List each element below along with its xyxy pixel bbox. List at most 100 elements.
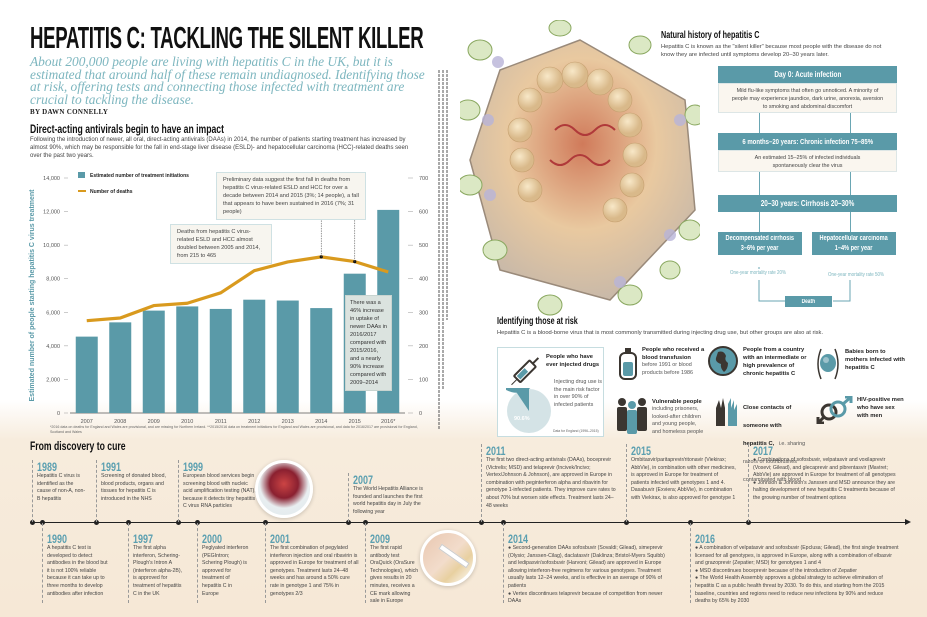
timeline-text: The first combination of pegylated inter…: [270, 545, 359, 597]
blood-bag-icon: [619, 348, 637, 380]
bar-2007: [75, 336, 98, 413]
risk-group-country: People from a country with an intermedia…: [743, 347, 807, 377]
timeline-event-2015: 2015 Ombitasvir/paritaprevir/ritonavir (V…: [626, 444, 736, 522]
annotation-deaths-doubled: Deaths from hepatitis C virus-related ES…: [170, 224, 272, 264]
timeline-dot: [176, 520, 181, 525]
male-symbols-icon: [816, 396, 853, 424]
timeline-year: 2015: [631, 444, 652, 458]
y-axis-title: Estimated number of people starting hepa…: [29, 189, 36, 402]
timeline-dot: [363, 520, 368, 525]
timeline-text: ● The World Health Assembly approves a g…: [695, 575, 885, 605]
risk-group-transfusion: People who received a blood transfusion b…: [642, 347, 705, 376]
timeline-text: Ombitasvir/paritaprevir/ritonavir (Vieki…: [631, 457, 736, 501]
stage-cirrhosis: 20–30 years: Cirrhosis 20–30%: [718, 195, 897, 212]
timeline-text: ● A combination of velpatasvir and sofos…: [695, 545, 899, 567]
timeline-dot: [688, 520, 693, 525]
hcc-mortality: One-year mortality rate 50%: [828, 272, 884, 278]
people-group-icon: [617, 398, 647, 434]
stage-acute-infection: Day 0: Acute infection: [718, 66, 897, 83]
x-tick-label: 2014: [315, 419, 327, 425]
y-tick-label: 8,000: [46, 277, 60, 283]
x-tick-label: 2009: [148, 419, 160, 425]
standfirst: About 200,000 people are living with hep…: [30, 54, 425, 107]
x-tick-label: 2007: [81, 419, 93, 425]
hands-icon: [716, 398, 737, 426]
bar-2011: [209, 308, 232, 413]
globe-icon: [708, 346, 738, 376]
y-tick-label: 12,000: [43, 210, 60, 216]
timeline-year: 1997: [133, 532, 154, 546]
risk-heading: Identifying those at risk: [497, 316, 578, 327]
timeline-year: 2009: [370, 532, 391, 546]
risk-group-vulnerable: Vulnerable people including prisoners, lo…: [652, 399, 704, 435]
annotation-marker: [353, 259, 357, 264]
timeline-event-2011: 2011 The first two direct-acting antivira…: [481, 444, 616, 522]
timeline-text: The World Hepatitis Alliance is founded …: [353, 486, 423, 515]
sources-text: [436, 70, 456, 430]
timeline-arrowhead: [905, 519, 911, 525]
pie-90-percent: [506, 388, 551, 433]
syringe-icon: [511, 357, 540, 386]
timeline-year: 1991: [101, 460, 122, 474]
timeline-event-2001: 2001 The first combination of pegylated i…: [265, 523, 360, 603]
x-tick-label: 2013: [282, 419, 294, 425]
stage-decompensated-cirrhosis: Decompensated cirrhosis 3–6% per year: [718, 232, 802, 255]
timeline-event-2007: 2007 The World Hepatitis Alliance is foun…: [348, 473, 433, 522]
arrow: [850, 113, 851, 133]
timeline-dot: [346, 520, 351, 525]
timeline-year: 2001: [270, 532, 291, 546]
timeline-text: European blood services begin screening …: [183, 473, 256, 510]
timeline-dot: [624, 520, 629, 525]
drugs-text: Injecting drug use is the main risk fact…: [554, 379, 602, 408]
natural-history-intro: Hepatitis C is known as the "silent kill…: [661, 44, 882, 59]
risk-group-close-contacts: Close contacts of someone with hepatitis…: [743, 405, 806, 483]
timeline-text: ● Second-generation DAAs sofosbuvir (Sov…: [508, 545, 665, 589]
y-tick-label: 6,000: [46, 310, 60, 316]
timeline-event-2009: 2009 The first rapid antibody test OraQui…: [365, 523, 420, 604]
timeline-year: 2007: [353, 473, 374, 487]
timeline-dot: [746, 520, 751, 525]
y2-tick-label: 300: [419, 310, 428, 316]
risk-group-hiv: HIV-positive men who have sex with men: [857, 397, 904, 419]
annotation-daa-uptake: There was a 46% increase in uptake of ne…: [345, 295, 392, 391]
timeline-event-2014: 2014 ● Second-generation DAAs sofosbuvir …: [503, 523, 673, 604]
timeline-text: The first two direct-acting antivirals (…: [486, 457, 616, 509]
y2-tick-label: 0: [419, 411, 422, 417]
arrow: [759, 113, 760, 133]
timeline-text: A hepatitis C test is developed to detec…: [47, 545, 108, 597]
pregnancy-icon: [817, 348, 839, 380]
x-tick-label: 2010: [181, 419, 193, 425]
decomp-mortality: One-year mortality rate 20%: [730, 270, 786, 276]
bar-2012: [243, 299, 266, 413]
timeline-event-1990: 1990 A hepatitis C test is developed to d…: [42, 523, 110, 603]
timeline-year: 2011: [486, 444, 506, 458]
drugs-source: Data for England (1996–2015): [553, 429, 599, 433]
timeline-year: 1990: [47, 532, 68, 546]
legend-bar-label: Estimated number of treatment initiation…: [90, 173, 189, 179]
stage-chronic-text: An estimated 15–25% of infected individu…: [718, 150, 897, 172]
saliva-test-photo: [420, 530, 476, 586]
timeline-dot: [30, 520, 35, 525]
timeline-text: The first alpha interferon, Schering-Plo…: [133, 545, 183, 597]
timeline-dot: [479, 520, 484, 525]
death-arrows: [758, 267, 851, 302]
bar-2009: [142, 310, 165, 413]
blood-bag-photo: [255, 460, 313, 518]
risk-group-babies: Babies born to mothers infected with hep…: [845, 349, 905, 371]
pie-slice-injected: [506, 388, 531, 411]
y-tick-label: 0: [57, 411, 60, 417]
x-tick-label: 2011: [215, 419, 227, 425]
daa-intro: Following the introduction of newer, all…: [30, 137, 409, 160]
x-tick-label: 2016*: [381, 419, 396, 425]
y2-tick-label: 100: [419, 377, 428, 383]
deaths-line: [86, 255, 389, 323]
chart-footnote: *2016 data on deaths for England and Wal…: [50, 425, 418, 434]
timeline-year: 1999: [183, 460, 204, 474]
daa-heading: Direct-acting antivirals begin to have a…: [30, 122, 224, 136]
natural-history-heading: Natural history of hepatitis C: [661, 30, 760, 41]
drugs-title: People who have ever injected drugs: [546, 354, 600, 368]
timeline-dot: [501, 520, 506, 525]
timeline-year: 2000: [202, 532, 223, 546]
timeline-text: ● MSD discontinues boceprevir because of…: [695, 567, 858, 574]
x-tick-label: 2008: [114, 419, 126, 425]
